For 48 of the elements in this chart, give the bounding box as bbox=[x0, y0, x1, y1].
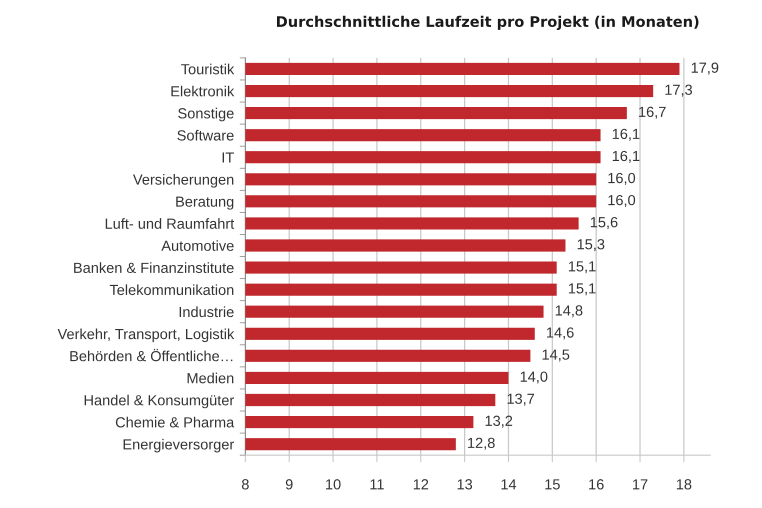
data-label: 14,6 bbox=[547, 327, 574, 340]
y-tick-label: Versicherungen bbox=[132, 174, 234, 188]
y-tick-label: Software bbox=[177, 130, 234, 141]
y-tick-label: Behörden & Öffentliche… bbox=[70, 348, 232, 362]
y-tick-label: Medien bbox=[188, 372, 234, 384]
x-tick-label: 16 bbox=[589, 479, 604, 490]
y-tick-label: Telekommunikation bbox=[110, 284, 234, 296]
data-label: 15,3 bbox=[578, 239, 604, 252]
data-label: 17,3 bbox=[665, 84, 692, 97]
x-tick-label: 17 bbox=[633, 479, 648, 490]
data-label: 16,0 bbox=[608, 172, 636, 185]
y-tick-label: Banken & Finanzinstitute bbox=[74, 262, 234, 274]
x-tick-label: 13 bbox=[458, 479, 472, 490]
y-tick-label: Sonstige bbox=[178, 108, 234, 122]
data-label: 14,0 bbox=[520, 372, 548, 384]
data-label: 15,6 bbox=[590, 217, 618, 230]
data-label: 15,1 bbox=[568, 283, 596, 296]
data-label: 16,0 bbox=[608, 194, 636, 208]
y-tick-label: Chemie & Pharma bbox=[116, 416, 234, 428]
y-tick-label: Beratung bbox=[176, 196, 234, 210]
data-label: 13,2 bbox=[486, 416, 512, 428]
y-tick-label: Energieversorger bbox=[124, 438, 234, 452]
data-label: 14,5 bbox=[542, 350, 570, 362]
x-tick-label: 15 bbox=[545, 479, 560, 490]
data-label: 14,8 bbox=[556, 305, 582, 318]
y-tick-label: Handel & Konsumgüter bbox=[84, 394, 234, 408]
y-tick-label: Elektronik bbox=[171, 86, 234, 96]
y-tick-label: IT bbox=[222, 152, 234, 163]
data-label: 15,1 bbox=[568, 261, 596, 274]
y-tick-label: Industrie bbox=[180, 306, 234, 318]
x-tick-label: 12 bbox=[414, 479, 428, 490]
y-tick-label: Luft- und Raumfahrt bbox=[106, 218, 234, 229]
data-label: 17,9 bbox=[692, 62, 718, 75]
data-label: 16,1 bbox=[612, 150, 640, 163]
x-tick-label: 8 bbox=[242, 479, 249, 490]
chart-title: Durchschnittliche Laufzeit pro Projekt (in Monaten) bbox=[276, 16, 698, 30]
data-label: 16,1 bbox=[612, 128, 640, 141]
y-tick-label: Touristik bbox=[181, 64, 234, 74]
x-tick-label: 14 bbox=[501, 479, 516, 490]
data-label: 12,8 bbox=[468, 438, 495, 450]
data-label: 16,7 bbox=[639, 106, 666, 119]
y-tick-label: Automotive bbox=[161, 240, 234, 251]
x-tick-label: 9 bbox=[286, 479, 293, 490]
x-tick-label: 11 bbox=[370, 479, 384, 490]
data-label: 13,7 bbox=[508, 394, 534, 406]
y-tick-label: Verkehr, Transport, Logistik bbox=[58, 328, 234, 342]
x-tick-label: 10 bbox=[326, 479, 341, 490]
x-tick-label: 18 bbox=[676, 479, 692, 490]
